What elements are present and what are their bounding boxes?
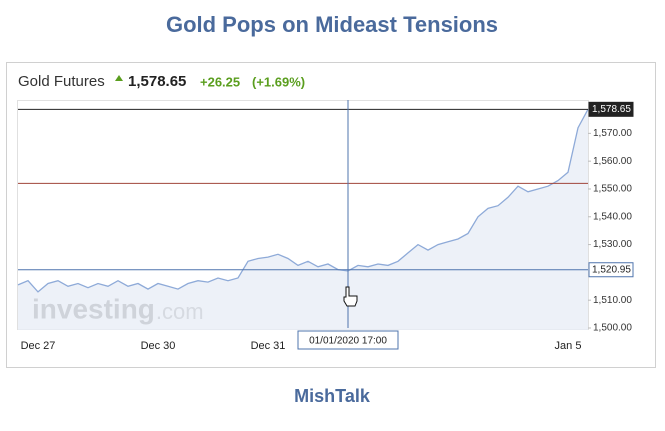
- crosshair-label: 01/01/2020 17:00: [309, 336, 387, 347]
- y-tick-label: 1,560.00: [593, 156, 632, 167]
- change: +26.25: [200, 74, 240, 89]
- plot: investing.com: [17, 108, 589, 330]
- y-tick-label: 1,500.00: [593, 323, 632, 334]
- price-line: [17, 108, 589, 293]
- x-tick-label: Dec 31: [251, 340, 286, 352]
- reference-label: 1,520.95: [592, 264, 631, 275]
- chart-title: Gold Pops on Mideast Tensions: [166, 12, 498, 37]
- y-tick-label: 1,540.00: [593, 211, 632, 222]
- price: 1,578.65: [128, 73, 186, 90]
- x-tick-label: Jan 5: [555, 340, 582, 352]
- y-tick-label: 1,530.00: [593, 239, 632, 250]
- source: MishTalk: [294, 386, 371, 406]
- crosshair-label-box: [297, 330, 399, 350]
- change-pct: (+1.69%): [252, 74, 305, 89]
- y-tick-label: 1,570.00: [593, 128, 632, 139]
- instrument-name: Gold Futures: [18, 73, 105, 90]
- reference-label-box: [588, 101, 634, 117]
- up-arrow: [115, 75, 123, 81]
- x-tick-label: Dec 27: [21, 340, 56, 352]
- x-tick-label: Dec 30: [141, 340, 176, 352]
- cursor: [343, 286, 358, 307]
- y-tick-label: 1,550.00: [593, 184, 632, 195]
- y-tick-label: 1,510.00: [593, 295, 632, 306]
- reference-label-box: [588, 262, 634, 278]
- area: [18, 109, 588, 330]
- reference-label: 1,578.65: [592, 104, 631, 115]
